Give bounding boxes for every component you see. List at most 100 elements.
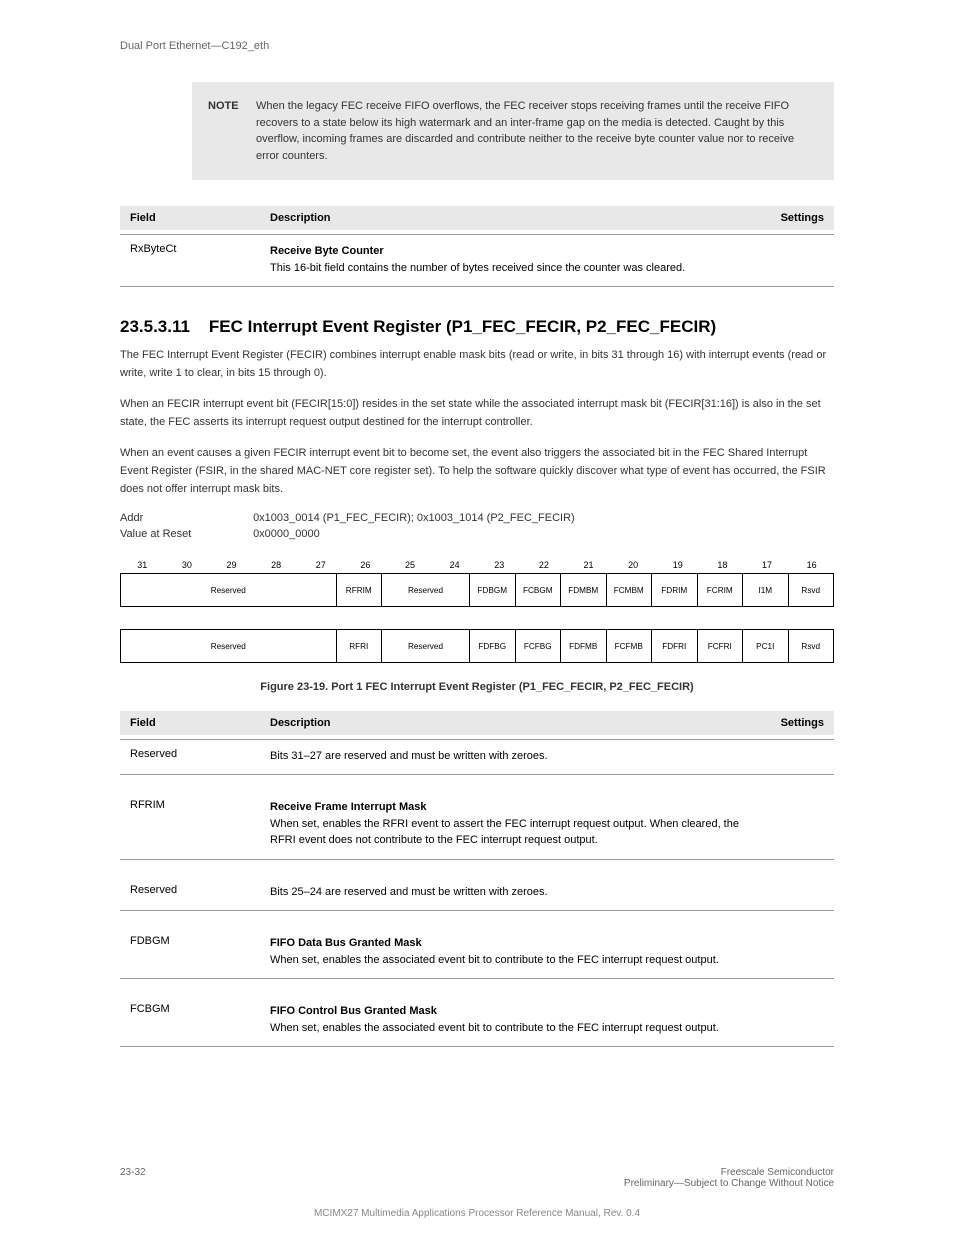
field-data-row: FCBGMFIFO Control Bus Granted Mask When s…	[120, 999, 834, 1047]
reg-field: Rsvd	[789, 574, 834, 606]
reg-field: Reserved	[382, 574, 470, 606]
field-settings	[744, 1003, 824, 1036]
bit-number: 18	[700, 560, 745, 573]
bitnums-high: 31302928272625242322212019181716	[120, 560, 834, 573]
field-data-row: RFRIMReceive Frame Interrupt Mask When se…	[120, 795, 834, 860]
page-header: Dual Port Ethernet—C192_eth	[120, 40, 834, 52]
section-num: 23.5.3.11	[120, 317, 190, 336]
field-name: FCBGM	[130, 1003, 270, 1036]
reg-addr-value: 0x1003_0014 (P1_FEC_FECIR); 0x1003_1014 …	[253, 512, 575, 524]
reg-reset-value: 0x0000_0000	[253, 528, 320, 540]
field-name: RxByteCt	[130, 243, 270, 276]
field-header-desc: Description	[270, 212, 744, 224]
field-desc-title: FIFO Data Bus Granted Mask	[270, 937, 422, 949]
field-name: FDBGM	[130, 935, 270, 968]
reg-reset-line: Value at Reset 0x0000_0000	[120, 528, 834, 540]
reg-addr-label: Addr	[120, 512, 250, 524]
bit-number: 24	[432, 560, 477, 573]
field-desc: FIFO Control Bus Granted Mask When set, e…	[270, 1003, 744, 1036]
field-settings	[744, 243, 824, 276]
bit-number: 31	[120, 560, 165, 573]
reg-field: I1M	[743, 574, 789, 606]
page-footer: 23-32 Freescale SemiconductorPreliminary…	[120, 1167, 834, 1189]
bit-number: 25	[388, 560, 433, 573]
field-desc: Bits 31–27 are reserved and must be writ…	[270, 748, 744, 765]
reg-field: FDBGM	[470, 574, 516, 606]
reg-field: FCFBG	[516, 630, 562, 662]
field-data-row: FDBGMFIFO Data Bus Granted Mask When set,…	[120, 931, 834, 979]
field-desc-body: When set, enables the associated event b…	[270, 954, 719, 966]
field-desc-title: Receive Frame Interrupt Mask	[270, 801, 427, 813]
para-2: When an FECIR interrupt event bit (FECIR…	[120, 396, 834, 431]
field-settings	[744, 884, 824, 901]
field-desc: Bits 25–24 are reserved and must be writ…	[270, 884, 744, 901]
reg-field: FCRIM	[698, 574, 744, 606]
field-desc-body: When set, enables the associated event b…	[270, 1022, 719, 1034]
note-label: NOTE	[208, 98, 239, 115]
bit-number: 30	[165, 560, 210, 573]
reg-reset-label: Value at Reset	[120, 528, 250, 540]
reg-field: Rsvd	[789, 630, 834, 662]
field-desc-title: FIFO Control Bus Granted Mask	[270, 1005, 437, 1017]
reg-field: PC1I	[743, 630, 789, 662]
footer-manual-title: MCIMX27 Multimedia Applications Processo…	[0, 1208, 954, 1219]
reg-row-low: ReservedRFRIReservedFDFBGFCFBGFDFMBFCFMB…	[120, 629, 834, 663]
note-box: NOTE When the legacy FEC receive FIFO ov…	[192, 82, 834, 180]
field2-header-settings: Settings	[744, 717, 824, 729]
bit-number: 28	[254, 560, 299, 573]
field-header-settings: Settings	[744, 212, 824, 224]
bit-number: 26	[343, 560, 388, 573]
reg-field: FCMBM	[607, 574, 653, 606]
page: Dual Port Ethernet—C192_eth NOTE When th…	[0, 0, 954, 1249]
field-desc-title: Receive Byte Counter	[270, 245, 384, 257]
bit-number: 20	[611, 560, 656, 573]
footer-right: Freescale SemiconductorPreliminary—Subje…	[624, 1167, 834, 1189]
bit-number: 21	[566, 560, 611, 573]
reg-field: RFRIM	[337, 574, 383, 606]
field-settings	[744, 748, 824, 765]
divider	[120, 234, 834, 235]
reg-field: FDRIM	[652, 574, 698, 606]
field-header-row: Field Description Settings	[120, 206, 834, 230]
bit-number: 22	[522, 560, 567, 573]
field2-header-row: Field Description Settings	[120, 711, 834, 735]
bit-number: 23	[477, 560, 522, 573]
section-heading: 23.5.3.11 FEC Interrupt Event Register (…	[120, 317, 834, 337]
reg-field: FDMBM	[561, 574, 607, 606]
reg-field: FCFMB	[607, 630, 653, 662]
reg-field: FDFBG	[470, 630, 516, 662]
field-desc: FIFO Data Bus Granted Mask When set, enab…	[270, 935, 744, 968]
field-data-row: ReservedBits 25–24 are reserved and must…	[120, 880, 834, 912]
bit-number: 27	[299, 560, 344, 573]
reg-field: FCBGM	[516, 574, 562, 606]
reg-field: FDFMB	[561, 630, 607, 662]
field-name: Reserved	[130, 884, 270, 901]
field-desc: Receive Frame Interrupt Mask When set, en…	[270, 799, 744, 849]
field-desc: Receive Byte Counter This 16-bit field c…	[270, 243, 744, 276]
field-desc-body: When set, enables the RFRI event to asse…	[270, 818, 739, 847]
reg-field: FDFRI	[652, 630, 698, 662]
field2-header-desc: Description	[270, 717, 744, 729]
field-name: RFRIM	[130, 799, 270, 849]
para-1: The FEC Interrupt Event Register (FECIR)…	[120, 347, 834, 382]
divider	[120, 739, 834, 740]
figure-caption: Figure 23-19. Port 1 FEC Interrupt Event…	[120, 679, 834, 697]
reg-field: RFRI	[337, 630, 383, 662]
bit-number: 17	[745, 560, 790, 573]
field-data-row: ReservedBits 31–27 are reserved and must…	[120, 744, 834, 776]
reg-field: FCFRI	[698, 630, 744, 662]
field-settings	[744, 935, 824, 968]
header-left: Dual Port Ethernet—C192_eth	[120, 40, 269, 52]
field2-header-field: Field	[130, 717, 270, 729]
reg-field: Reserved	[121, 574, 337, 606]
reg-row-high: ReservedRFRIMReservedFDBGMFCBGMFDMBMFCMB…	[120, 573, 834, 607]
field-name: Reserved	[130, 748, 270, 765]
field-header-field: Field	[130, 212, 270, 224]
reg-field: Reserved	[121, 630, 337, 662]
bit-number: 16	[789, 560, 834, 573]
field-settings	[744, 799, 824, 849]
bit-number: 19	[656, 560, 701, 573]
page-number: 23-32	[120, 1167, 146, 1189]
para-3: When an event causes a given FECIR inter…	[120, 445, 834, 498]
bit-number: 29	[209, 560, 254, 573]
